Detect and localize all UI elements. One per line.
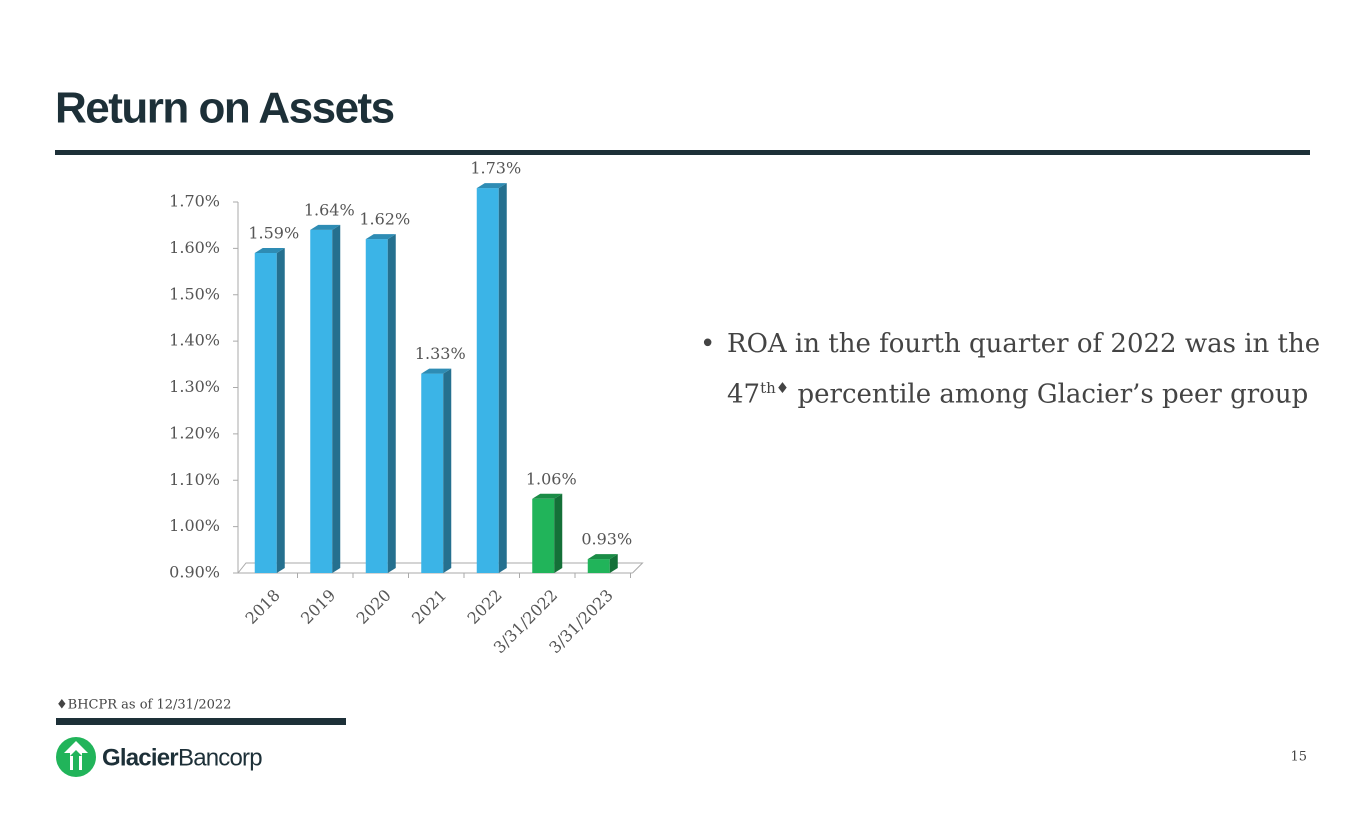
- bar: [476, 183, 507, 573]
- bar-front: [365, 239, 388, 573]
- bar-top: [310, 224, 341, 230]
- x-tick-label: 2022: [464, 586, 506, 628]
- footnote: ♦BHCPR as of 12/31/2022: [56, 698, 231, 713]
- data-label: 1.59%: [248, 224, 299, 243]
- y-tick-label: 0.90%: [169, 563, 220, 582]
- bar-top: [532, 493, 563, 499]
- bar-side: [443, 368, 452, 573]
- data-label: 1.33%: [415, 344, 466, 363]
- bar-front: [476, 188, 499, 573]
- page-number: 15: [1290, 750, 1307, 765]
- data-label: 1.06%: [526, 469, 577, 488]
- bar-top: [365, 234, 396, 240]
- data-label: 1.73%: [470, 159, 521, 178]
- y-tick-label: 1.50%: [169, 284, 220, 303]
- x-tick-label: 2019: [297, 586, 339, 628]
- bullet-line: percentile among Glacier’s peer group: [789, 379, 1309, 410]
- logo-icon: [56, 737, 96, 777]
- bullet-number: 47: [727, 379, 761, 410]
- footnote-rule: [56, 718, 346, 725]
- y-tick-label: 1.00%: [169, 516, 220, 535]
- bar-top: [421, 368, 452, 374]
- bar-side: [554, 493, 563, 573]
- title-rule: [55, 150, 1310, 155]
- y-tick-label: 1.10%: [169, 470, 220, 489]
- y-tick-label: 1.40%: [169, 331, 220, 350]
- bar-front: [421, 373, 444, 573]
- data-label: 0.93%: [581, 530, 632, 549]
- logo-brand: Glacier: [102, 744, 178, 771]
- bar-side: [498, 183, 507, 573]
- bar-side: [332, 224, 341, 573]
- bar: [365, 234, 396, 573]
- bar-top: [476, 183, 507, 189]
- bar-front: [587, 559, 610, 573]
- y-tick-label: 1.70%: [169, 192, 220, 211]
- bar: [254, 248, 285, 573]
- bullet-dot: •: [700, 329, 716, 359]
- bar-top: [254, 248, 285, 254]
- bar: [587, 554, 618, 573]
- logo-suffix: Bancorp: [178, 744, 262, 771]
- y-tick-label: 1.60%: [169, 238, 220, 257]
- bar-side: [387, 234, 396, 573]
- bar-front: [532, 498, 555, 573]
- bar-top: [587, 554, 618, 560]
- bar-front: [254, 253, 277, 573]
- bullet: • ROA in the fourth quarter of 2022 was …: [700, 322, 1320, 417]
- bar: [421, 368, 452, 573]
- x-tick-label: 2018: [242, 586, 284, 628]
- bar-side: [609, 554, 618, 573]
- x-tick-label: 2021: [408, 586, 450, 628]
- bullet-line: ROA in the fourth quarter of 2022 was in…: [727, 329, 1321, 359]
- bar: [310, 224, 341, 573]
- x-tick-label: 2020: [353, 586, 395, 628]
- bullet-text: ROA in the fourth quarter of 2022 was in…: [727, 322, 1320, 417]
- bar-side: [276, 248, 285, 573]
- bar-front: [310, 229, 333, 573]
- y-tick-label: 1.30%: [169, 377, 220, 396]
- data-label: 1.62%: [359, 210, 410, 229]
- y-tick-label: 1.20%: [169, 423, 220, 442]
- slide-title: Return on Assets: [55, 84, 394, 133]
- bullet-sup: th♦: [760, 379, 790, 397]
- bar: [532, 493, 563, 573]
- data-label: 1.64%: [304, 200, 355, 219]
